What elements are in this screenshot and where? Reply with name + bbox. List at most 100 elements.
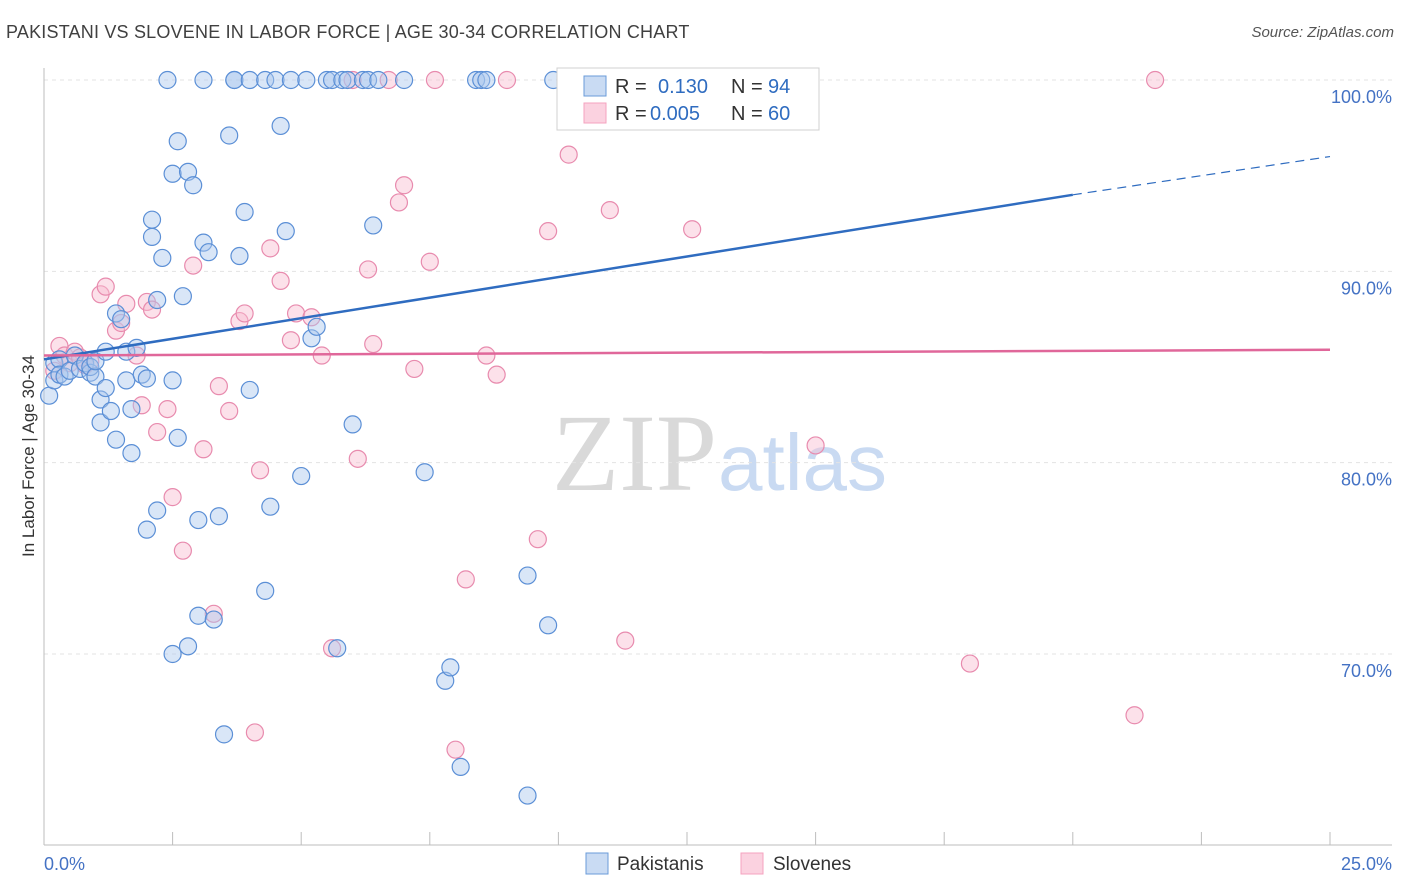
pakistanis-point-29 <box>137 520 156 539</box>
slovenes-point-19 <box>163 488 182 507</box>
slovenes-point-59 <box>806 436 825 455</box>
slovenes-point-46 <box>425 70 445 90</box>
pakistanis-point-33 <box>148 290 167 310</box>
pakistanis-point-74 <box>333 70 352 90</box>
legend-swatch-slovenes <box>583 102 607 124</box>
pakistanis-point-82 <box>415 463 434 482</box>
slovenes-point-43 <box>394 176 414 195</box>
top-legend: R = 0.130 N = 94 R = 0.005 N = 60 <box>556 67 820 131</box>
legend-r-value-slovenes: 0.005 <box>650 103 700 125</box>
pakistanis-point-0 <box>40 386 59 405</box>
trend-lines <box>43 155 1331 361</box>
pakistanis-point-49 <box>199 243 218 262</box>
legend-r-label-slovenes: R = <box>615 103 647 125</box>
pakistanis-point-69 <box>302 329 321 348</box>
pakistanis-point-87 <box>472 70 491 90</box>
pakistanis-point-81 <box>394 70 414 90</box>
pakistanis-point-47 <box>194 70 213 90</box>
pakistanis-point-31 <box>142 227 162 246</box>
pakistanis-points <box>40 70 619 805</box>
pakistanis-point-16 <box>96 342 115 361</box>
slovenes-point-20 <box>173 541 192 560</box>
slovenes-point-14 <box>132 396 151 415</box>
slovenes-point-49 <box>477 346 496 365</box>
watermark-atlas: atlas <box>718 418 887 507</box>
slovenes-point-11 <box>112 313 131 333</box>
pakistanis-point-86 <box>466 70 486 90</box>
pakistanis-point-39 <box>168 428 187 447</box>
pakistanis-point-79 <box>364 216 383 235</box>
pakistanis-point-67 <box>292 466 311 486</box>
slovenes-point-52 <box>528 530 547 549</box>
pakistanis-point-46 <box>189 606 208 625</box>
legend-n-value-slovenes: 60 <box>768 103 790 125</box>
pakistanis-point-44 <box>184 176 203 195</box>
pakistanis-point-60 <box>256 70 275 90</box>
slovenes-point-28 <box>245 723 265 742</box>
pakistanis-point-57 <box>235 202 254 222</box>
pakistanis-point-43 <box>178 162 198 181</box>
y-tick-labels: 100.0% 90.0% 80.0% 70.0% <box>1331 87 1392 681</box>
pakistanis-trend-line <box>43 193 1073 361</box>
pakistanis-point-58 <box>240 380 259 400</box>
bottom-legend-swatch-slovenes <box>740 852 764 875</box>
pakistanis-point-68 <box>297 70 316 90</box>
slovenes-point-48 <box>456 570 475 589</box>
pakistanis-point-42 <box>178 637 198 656</box>
pakistanis-point-77 <box>353 70 373 90</box>
pakistanis-point-56 <box>230 246 249 266</box>
pakistanis-point-11 <box>81 357 100 377</box>
slovenes-point-54 <box>559 145 578 164</box>
slovenes-point-27 <box>235 304 254 323</box>
slovenes-point-56 <box>616 631 635 650</box>
bottom-legend-label-slovenes: Slovenes <box>773 854 851 875</box>
pakistanis-point-78 <box>358 70 378 90</box>
legend-n-value-pakistanis: 94 <box>768 76 790 98</box>
y-tick-label-80: 80.0% <box>1341 470 1392 490</box>
pakistanis-point-73 <box>328 639 347 658</box>
pakistanis-point-89 <box>518 566 537 585</box>
slovenes-point-37 <box>343 70 362 90</box>
bottom-legend-label-pakistanis: Pakistanis <box>617 854 704 875</box>
slovenes-point-50 <box>487 365 506 384</box>
pakistanis-point-41 <box>173 287 192 306</box>
pakistanis-point-35 <box>158 70 177 90</box>
gridlines <box>44 79 1392 655</box>
pakistanis-point-24 <box>122 444 141 463</box>
slovenes-trend-line <box>43 348 1331 357</box>
slovenes-point-18 <box>158 399 177 419</box>
slovenes-point-47 <box>446 740 465 759</box>
slovenes-point-24 <box>209 377 228 396</box>
pakistanis-point-91 <box>539 616 558 635</box>
chart-source: Source: ZipAtlas.com <box>1251 24 1394 41</box>
legend-n-label-slovenes: N = <box>731 103 763 125</box>
slovenes-point-31 <box>271 271 290 290</box>
pakistanis-point-51 <box>209 507 228 526</box>
pakistanis-point-59 <box>240 70 259 90</box>
slovenes-point-25 <box>220 401 239 421</box>
slovenes-point-36 <box>322 639 342 658</box>
pakistanis-point-61 <box>256 581 275 600</box>
pakistanis-point-18 <box>101 401 120 421</box>
pakistanis-point-75 <box>338 70 357 90</box>
watermark-zip: ZIP <box>552 392 717 514</box>
y-axis-label: In Labor Force | Age 30-34 <box>19 355 38 557</box>
pakistanis-point-25 <box>122 399 141 419</box>
bottom-legend-swatch-pakistanis <box>585 852 609 875</box>
slovenes-point-42 <box>389 193 409 212</box>
slovenes-point-23 <box>204 604 223 623</box>
pakistanis-point-76 <box>343 415 362 434</box>
pakistanis-point-90 <box>518 786 537 805</box>
pakistanis-point-38 <box>163 164 182 183</box>
pakistanis-point-5 <box>55 367 74 386</box>
y-tick-label-70: 70.0% <box>1341 661 1392 681</box>
pakistanis-point-32 <box>148 501 167 520</box>
pakistanis-point-80 <box>369 70 388 90</box>
pakistanis-point-88 <box>477 70 496 90</box>
pakistanis-point-72 <box>322 70 342 90</box>
slovenes-point-16 <box>142 300 162 319</box>
pakistanis-point-40 <box>168 132 187 151</box>
pakistanis-point-50 <box>204 610 223 629</box>
pakistanis-point-62 <box>261 497 280 516</box>
